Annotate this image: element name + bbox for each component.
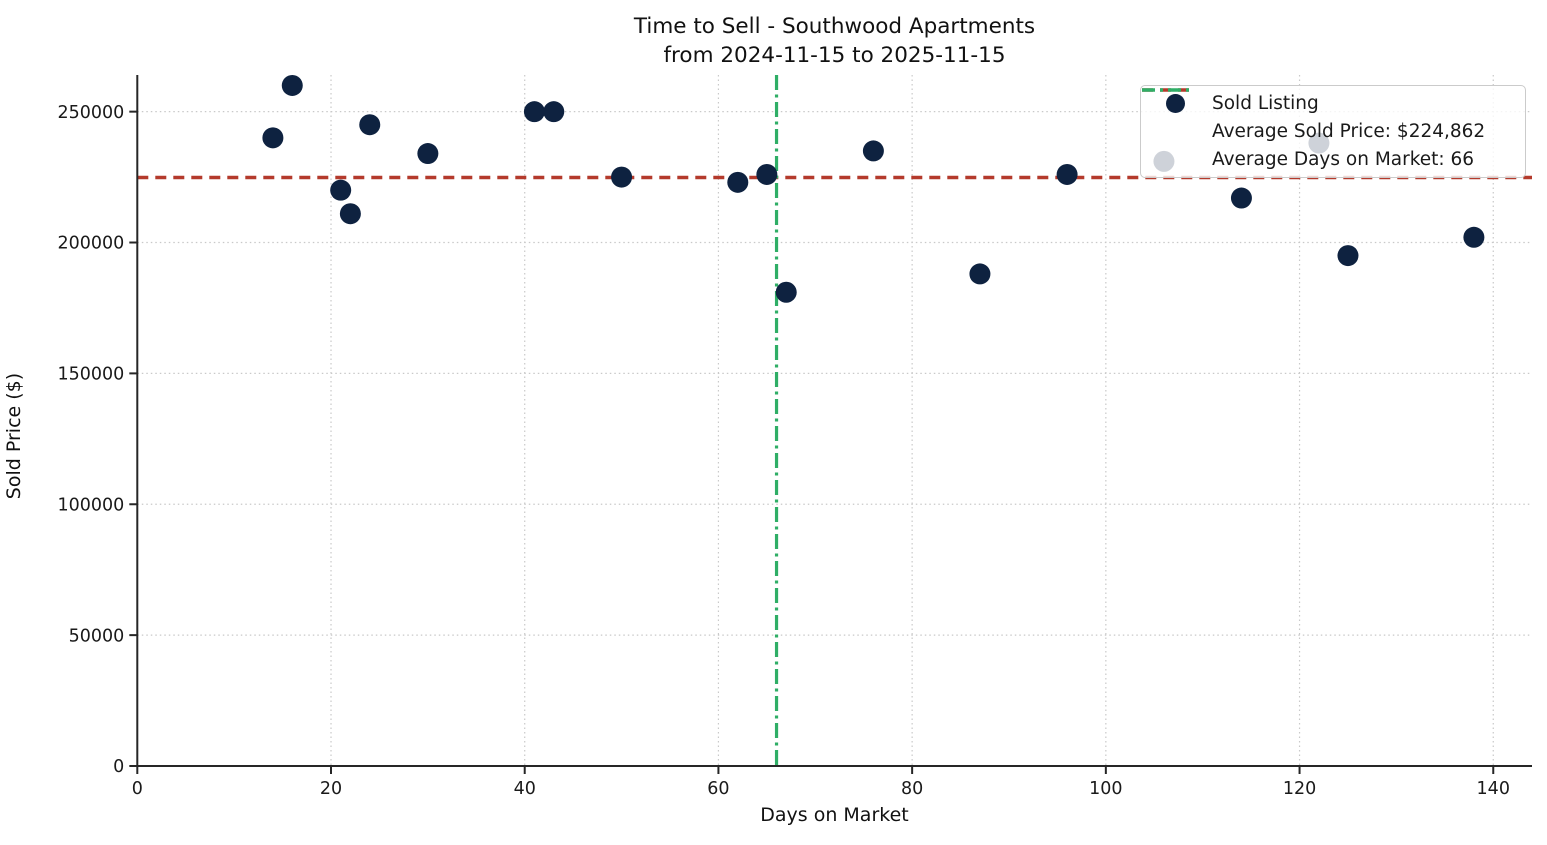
legend-item-average-sold-price: Average Sold Price: $224,862 [1142, 88, 1519, 146]
x-tick-label: 40 [514, 779, 536, 799]
x-tick-label: 120 [1283, 779, 1316, 799]
data-point [1056, 163, 1078, 185]
x-tick-label: 60 [707, 779, 729, 799]
y-tick-label: 50000 [69, 626, 125, 646]
chart-title-line2: from 2024-11-15 to 2025-11-15 [663, 43, 1006, 68]
y-tick-label: 250000 [57, 103, 124, 123]
chart-title: Time to Sell - Southwood Apartments from… [137, 12, 1532, 70]
legend-label: Average Days on Market: 66 [1212, 148, 1475, 170]
data-point [727, 171, 749, 193]
y-tick-label: 0 [113, 757, 124, 777]
sold-listing-dot-icon [1147, 94, 1203, 114]
data-point [862, 140, 884, 162]
data-point [523, 101, 545, 123]
x-tick-label: 0 [132, 779, 143, 799]
data-point [1463, 226, 1485, 248]
x-axis-label: Days on Market [760, 804, 909, 826]
legend-item-average-days-on-market: Average Days on Market: 66 [1142, 88, 1519, 173]
legend-label: Sold Listing [1212, 93, 1319, 115]
data-point [775, 281, 797, 303]
data-point [969, 263, 991, 285]
data-point [281, 74, 303, 96]
y-tick-label: 150000 [57, 365, 124, 385]
data-point [611, 166, 633, 188]
legend-item-sold-listing: Sold Listing [1147, 90, 1519, 118]
data-point [756, 163, 778, 185]
y-axis-label: Sold Price ($) [3, 372, 25, 500]
data-point [417, 143, 439, 165]
data-point [330, 179, 352, 201]
chart-title-line1: Time to Sell - Southwood Apartments [633, 14, 1036, 39]
data-point [1230, 187, 1252, 209]
x-tick-label: 100 [1089, 779, 1122, 799]
data-point [262, 127, 284, 149]
x-tick-label: 80 [901, 779, 923, 799]
x-tick-label: 140 [1477, 779, 1510, 799]
y-tick-label: 200000 [57, 234, 124, 254]
x-tick-label: 20 [320, 779, 342, 799]
y-tick-label: 100000 [57, 495, 124, 515]
legend-label: Average Sold Price: $224,862 [1212, 121, 1486, 142]
data-point [359, 114, 381, 136]
data-point [1337, 245, 1359, 267]
data-point [339, 203, 361, 225]
legend-box: Sold Listing Average Sold Price: $224,86… [1140, 85, 1526, 178]
data-point [543, 101, 565, 123]
